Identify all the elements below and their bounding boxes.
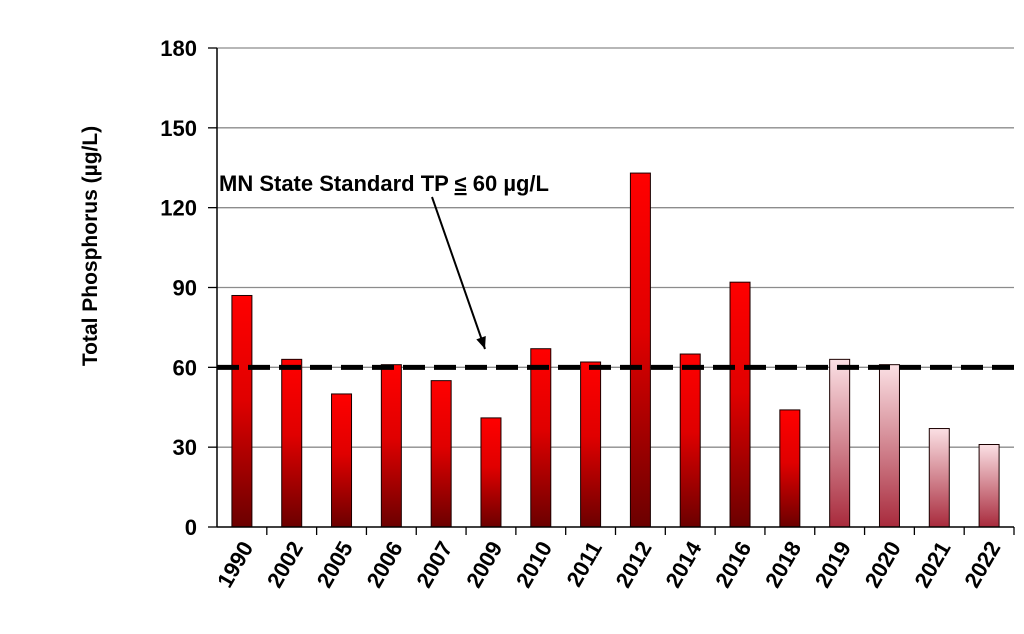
bar [729, 281, 751, 528]
bar [380, 364, 402, 528]
x-tick-label: 2006 [362, 537, 408, 592]
reference-label-suffix: 60 µg/L [473, 171, 549, 196]
bar [978, 444, 1000, 528]
bar [281, 358, 303, 528]
bar [331, 393, 353, 528]
y-tick-label: 180 [160, 36, 197, 61]
y-tick-label: 150 [160, 116, 197, 141]
x-tick-label: 2018 [760, 537, 806, 592]
annotation-arrowhead [476, 336, 486, 349]
x-tick-label: 1990 [212, 537, 258, 592]
bar [580, 361, 602, 528]
x-tick-label: 2007 [411, 537, 457, 592]
y-tick-label: 0 [185, 515, 197, 540]
bar [779, 409, 801, 528]
x-tick-label: 2011 [561, 537, 607, 591]
bar [480, 417, 502, 528]
x-tick-label: 2021 [909, 537, 955, 592]
y-tick-label: 60 [173, 355, 197, 380]
x-tick-label: 2019 [810, 537, 856, 592]
bar [829, 358, 851, 528]
x-tick-label: 2014 [660, 536, 707, 592]
bar [629, 172, 651, 528]
x-tick-label: 2010 [511, 537, 557, 592]
bar [530, 348, 552, 528]
y-tick-labels: 0 30 60 90 120 150 180 [160, 36, 197, 540]
reference-line-group [217, 196, 1014, 370]
y-tick-label: 120 [160, 196, 197, 221]
x-tick-label: 2022 [959, 537, 1005, 592]
x-tick-label: 2009 [461, 537, 507, 592]
x-tick-label: 2016 [710, 537, 756, 592]
axes [216, 48, 1015, 535]
bars [231, 172, 1000, 528]
y-tick-label: 30 [173, 435, 197, 460]
x-tick-label: 2002 [262, 537, 308, 592]
y-tick-label: 90 [173, 276, 197, 301]
x-tick-label: 2020 [860, 537, 906, 592]
bar [679, 353, 701, 528]
bar [928, 428, 950, 528]
bar [430, 380, 452, 528]
bar [231, 294, 253, 528]
y-axis-title: Total Phosphorus (µg/L) [79, 126, 102, 366]
x-tick-labels: 1990 2002 2005 2006 2007 2009 2010 2011 2012 2014… [212, 536, 1005, 592]
reference-line-label: MN State Standard TP ≤ 60 µg/L [219, 171, 549, 196]
reference-label-symbol: ≤ [455, 171, 467, 196]
annotation-arrow [431, 196, 486, 350]
bar [878, 364, 900, 528]
reference-label-prefix: MN State Standard TP [219, 171, 455, 196]
x-tick-label: 2005 [312, 537, 358, 592]
x-tick-label: 2012 [611, 537, 657, 592]
